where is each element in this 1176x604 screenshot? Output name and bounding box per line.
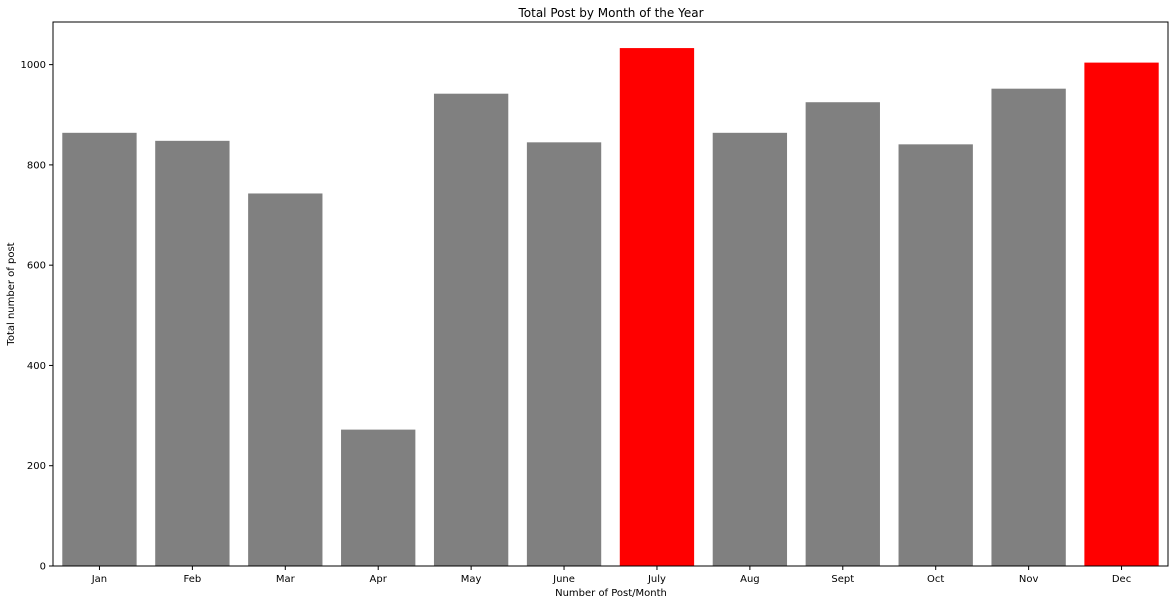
bar-dec — [1084, 62, 1159, 567]
y-ticks: 0 200 400 600 800 1000 — [21, 60, 53, 573]
bar-feb — [155, 140, 230, 566]
x-tick-label: June — [552, 574, 575, 585]
bar-apr — [341, 429, 416, 566]
x-axis-title: Number of Post/Month — [555, 588, 667, 599]
y-tick-label: 0 — [40, 562, 46, 573]
bar-jan — [62, 132, 137, 566]
bar-oct — [898, 144, 973, 566]
x-tick-label: Jan — [91, 574, 107, 585]
x-tick-label: Mar — [276, 574, 296, 585]
x-tick-label: Apr — [370, 574, 388, 585]
y-tick-label: 600 — [27, 261, 46, 272]
x-tick-label: May — [461, 574, 482, 585]
x-tick-label: Aug — [740, 574, 760, 585]
bar-july — [619, 48, 695, 566]
bar-nov — [991, 88, 1066, 567]
bars-layer — [62, 48, 1159, 567]
chart-title: Total Post by Month of the Year — [517, 6, 703, 20]
bar-aug — [712, 132, 788, 566]
y-axis-title: Total number of post — [6, 242, 17, 346]
x-ticks: Jan Feb Mar Apr May June July Aug Sept Oct Nov Dec — [91, 566, 1131, 585]
x-tick-label: Sept — [831, 574, 854, 585]
y-tick-label: 400 — [27, 361, 46, 372]
x-tick-label: Feb — [184, 574, 202, 585]
bar-may — [433, 93, 509, 566]
bar-mar — [248, 193, 323, 566]
x-tick-label: July — [647, 574, 666, 585]
plot-frame — [52, 21, 1169, 567]
bar-sept — [805, 102, 880, 566]
bar-june — [526, 142, 602, 566]
y-tick-label: 200 — [27, 461, 46, 472]
y-tick-label: 800 — [27, 160, 46, 171]
x-tick-label: Dec — [1112, 574, 1131, 585]
x-tick-label: Nov — [1019, 574, 1039, 585]
y-tick-label: 1000 — [21, 60, 46, 71]
x-tick-label: Oct — [927, 574, 944, 585]
